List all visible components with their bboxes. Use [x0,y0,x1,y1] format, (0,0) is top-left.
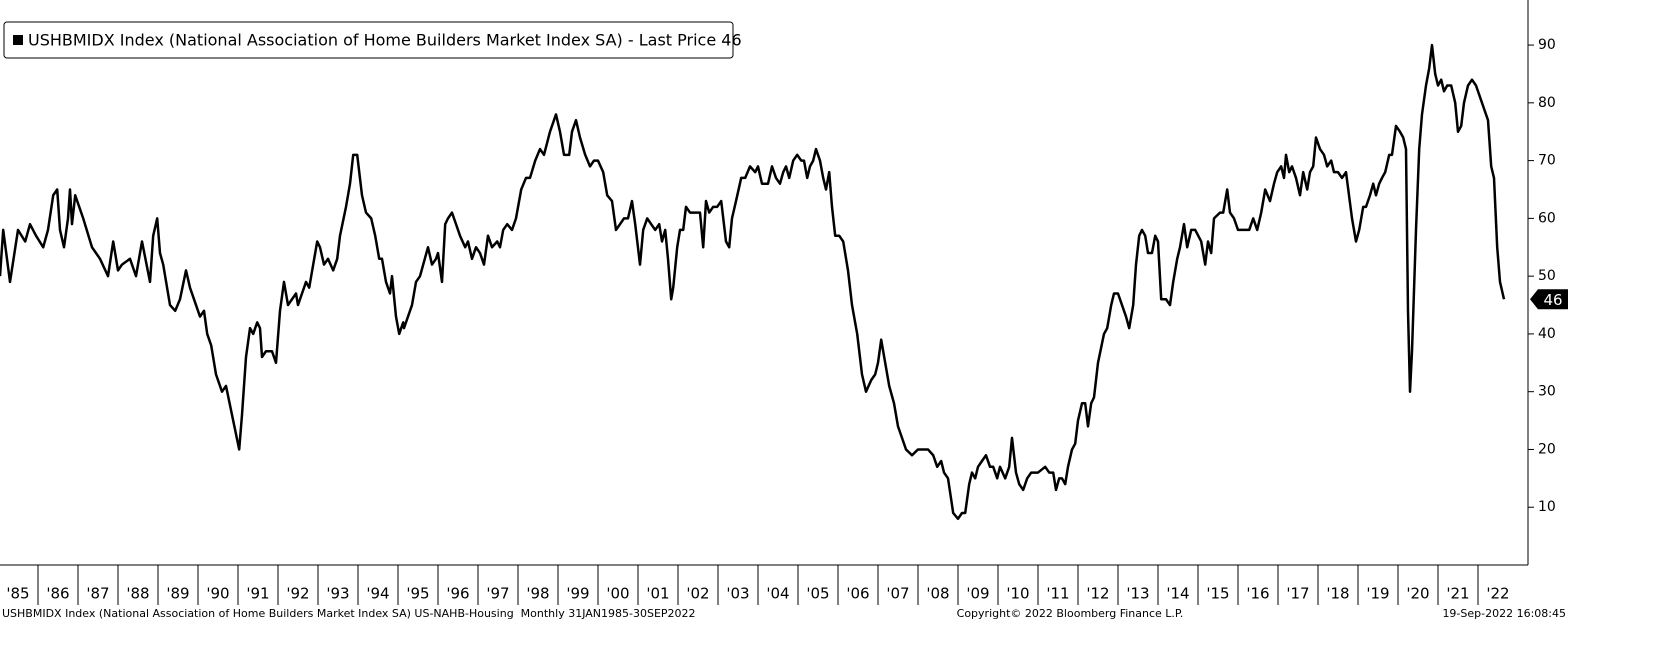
x-tick-label: '03 [726,585,749,603]
x-tick-label: '08 [926,585,949,603]
x-tick-label: '90 [206,585,229,603]
x-tick-label: '00 [606,585,629,603]
x-tick-label: '14 [1166,585,1189,603]
x-tick-label: '91 [246,585,269,603]
x-tick-label: '12 [1086,585,1109,603]
x-tick-label: '01 [646,585,669,603]
x-tick-label: '88 [126,585,149,603]
x-tick-label: '94 [366,585,389,603]
x-tick-label: '99 [566,585,589,603]
x-tick-label: '11 [1046,585,1069,603]
y-tick-label: 90 [1538,37,1556,53]
last-price-label: 46 [1543,291,1562,309]
x-tick-label: '96 [446,585,469,603]
y-tick-label: 40 [1538,326,1556,342]
y-tick-label: 20 [1538,441,1556,457]
footer-right: 19-Sep-2022 16:08:45 [1442,607,1566,620]
x-tick-label: '92 [286,585,309,603]
footer-center: Copyright© 2022 Bloomberg Finance L.P. [957,607,1184,620]
x-tick-label: '09 [966,585,989,603]
x-tick-label: '05 [806,585,829,603]
x-tick-label: '87 [86,585,109,603]
x-tick-label: '21 [1446,585,1469,603]
x-tick-label: '13 [1126,585,1149,603]
x-tick-label: '07 [886,585,909,603]
x-tick-label: '16 [1246,585,1269,603]
x-tick-label: '93 [326,585,349,603]
legend-label: USHBMIDX Index (National Association of … [28,31,742,50]
y-tick-label: 70 [1538,153,1556,169]
x-tick-label: '04 [766,585,789,603]
line-series [0,43,1506,521]
x-tick-label: '20 [1406,585,1429,603]
x-tick-label: '15 [1206,585,1229,603]
x-tick-label: '19 [1366,585,1389,603]
y-tick-label: 80 [1538,95,1556,111]
x-tick-label: '89 [166,585,189,603]
x-tick-label: '02 [686,585,709,603]
x-tick-label: '22 [1486,585,1509,603]
x-tick-label: '85 [6,585,29,603]
x-tick-label: '06 [846,585,869,603]
y-tick-label: 10 [1538,499,1556,515]
legend-box [3,21,734,59]
footer-left: USHBMIDX Index (National Association of … [2,607,696,620]
x-tick-label: '98 [526,585,549,603]
x-tick-label: '97 [486,585,509,603]
legend-swatch [13,35,23,45]
last-price-box [1530,289,1568,310]
y-tick-label: 60 [1538,210,1556,226]
x-tick-label: '18 [1326,585,1349,603]
x-tick-label: '86 [46,585,69,603]
x-tick-label: '95 [406,585,429,603]
y-tick-label: 50 [1538,268,1556,284]
y-tick-label: 30 [1538,384,1556,400]
x-tick-label: '10 [1006,585,1029,603]
x-tick-label: '17 [1286,585,1309,603]
